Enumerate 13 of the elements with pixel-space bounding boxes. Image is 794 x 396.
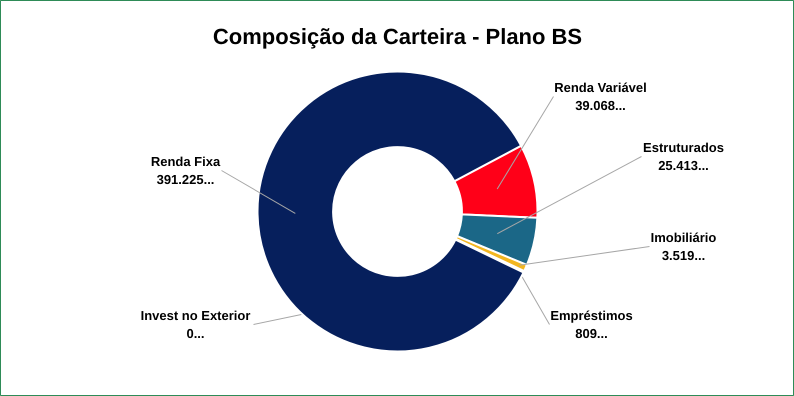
text: 0... [186, 326, 205, 341]
data-label: 39.068... [575, 98, 626, 113]
data-label: 3.519... [662, 248, 706, 263]
data-label: 391.225... [156, 172, 214, 187]
slice-label: Estruturados [643, 140, 724, 155]
data-label: 809... [575, 326, 608, 341]
slice-label: Imobiliário [650, 230, 716, 245]
slice-label: Empréstimos [550, 308, 633, 323]
category-label: Invest no Exterior [140, 308, 250, 323]
chart-title: Composição da Carteira - Plano BS [212, 24, 582, 49]
slice-label: Renda Fixa [150, 154, 221, 169]
data-label: 25.413... [658, 158, 709, 173]
slice-label: Renda Variável [554, 80, 647, 95]
